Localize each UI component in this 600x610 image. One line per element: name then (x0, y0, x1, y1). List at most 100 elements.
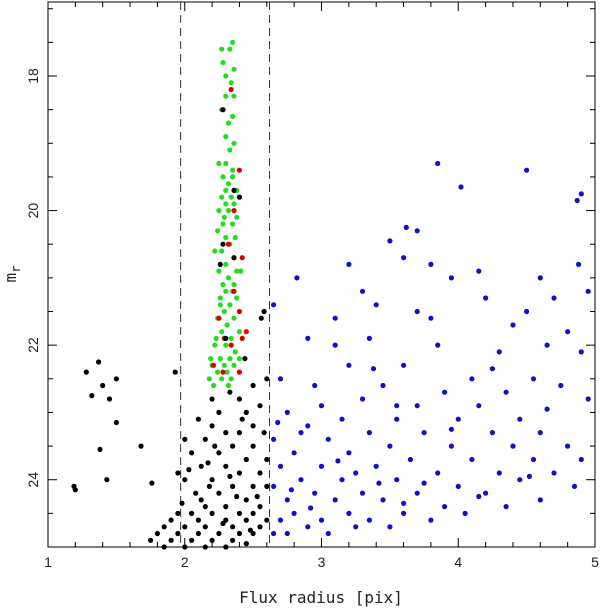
point-blue-114 (275, 419, 281, 426)
point-blue-30 (496, 349, 502, 355)
point-black-97 (220, 520, 226, 527)
point-green-31 (230, 221, 236, 227)
point-blue-25 (414, 308, 420, 315)
point-black-22 (96, 359, 102, 365)
point-green-73 (236, 356, 242, 362)
point-green-48 (221, 308, 227, 315)
point-red-6 (236, 308, 242, 315)
point-blue-120 (335, 458, 341, 464)
point-green-69 (213, 335, 219, 341)
point-black-30 (149, 480, 155, 486)
point-green-27 (216, 208, 222, 214)
point-blue-62 (565, 443, 571, 449)
point-blue-8 (346, 261, 352, 267)
y-tick-label-20: 20 (25, 203, 41, 219)
point-black-98 (247, 527, 253, 533)
point-black-54 (193, 490, 199, 496)
point-black-6 (261, 308, 267, 315)
point-green-75 (208, 356, 214, 362)
point-green-45 (217, 295, 223, 301)
point-blue-45 (476, 403, 482, 409)
point-green-53 (236, 329, 242, 335)
point-green-21 (223, 187, 229, 193)
point-black-61 (189, 510, 195, 516)
point-black-49 (182, 477, 188, 483)
point-blue-22 (524, 308, 530, 315)
point-black-91 (212, 443, 218, 449)
point-black-103 (227, 473, 233, 479)
point-black-58 (223, 504, 229, 510)
point-black-17 (243, 409, 249, 415)
point-black-38 (202, 436, 208, 442)
point-black-48 (257, 470, 263, 476)
x-tick-label-1: 1 (44, 554, 52, 570)
point-black-72 (202, 524, 208, 530)
point-blue-39 (442, 389, 448, 395)
point-green-16 (223, 160, 229, 167)
point-blue-93 (277, 517, 284, 523)
point-black-39 (230, 443, 236, 449)
point-green-65 (206, 376, 212, 382)
point-black-28 (104, 477, 110, 483)
point-black-84 (209, 537, 215, 543)
point-black-99 (234, 493, 240, 500)
point-green-40 (234, 268, 240, 274)
point-blue-12 (476, 268, 482, 274)
point-black-95 (261, 430, 267, 436)
point-blue-31 (544, 342, 550, 348)
point-green-2 (219, 46, 225, 52)
point-black-41 (189, 450, 195, 456)
point-blue-82 (414, 490, 420, 496)
point-black-89 (223, 544, 229, 550)
point-blue-110 (298, 430, 304, 436)
point-green-23 (219, 194, 225, 200)
point-green-38 (223, 261, 229, 267)
point-black-78 (216, 530, 222, 537)
x-tick-label-2: 2 (181, 554, 189, 570)
point-black-34 (209, 423, 215, 429)
point-green-15 (216, 160, 222, 167)
point-green-58 (217, 356, 223, 362)
point-green-54 (228, 335, 234, 341)
point-blue-27 (305, 335, 311, 341)
point-red-13 (236, 369, 242, 375)
point-green-10 (230, 113, 236, 119)
point-blue-97 (305, 524, 311, 530)
point-green-76 (217, 302, 223, 308)
point-green-68 (228, 376, 234, 382)
point-black-21 (89, 393, 95, 399)
point-blue-113 (476, 493, 482, 500)
point-black-13 (209, 396, 215, 402)
point-black-36 (236, 430, 242, 436)
point-blue-112 (401, 500, 407, 506)
point-blue-3 (578, 191, 584, 197)
point-blue-121 (544, 406, 550, 412)
point-blue-1 (458, 184, 464, 190)
point-blue-102 (387, 524, 393, 530)
point-blue-43 (359, 396, 366, 402)
point-blue-41 (558, 382, 564, 389)
point-blue-84 (284, 497, 290, 503)
point-blue-56 (537, 430, 543, 436)
point-black-9 (242, 356, 248, 362)
point-red-7 (239, 335, 245, 341)
point-black-83 (189, 537, 195, 543)
point-black-94 (182, 436, 188, 442)
point-blue-50 (455, 416, 461, 422)
point-blue-46 (585, 396, 591, 402)
point-blue-33 (346, 362, 352, 368)
point-green-71 (221, 214, 227, 220)
point-blue-29 (435, 342, 441, 348)
point-black-73 (230, 524, 236, 530)
point-black-5 (231, 255, 237, 261)
point-blue-6 (414, 228, 420, 234)
point-blue-37 (312, 382, 318, 389)
point-black-8 (223, 335, 229, 341)
point-blue-108 (510, 322, 516, 328)
x-tick-label-4: 4 (454, 554, 462, 570)
point-black-75 (154, 530, 160, 537)
point-black-90 (243, 541, 249, 547)
point-blue-52 (305, 423, 311, 429)
point-blue-118 (421, 480, 427, 486)
